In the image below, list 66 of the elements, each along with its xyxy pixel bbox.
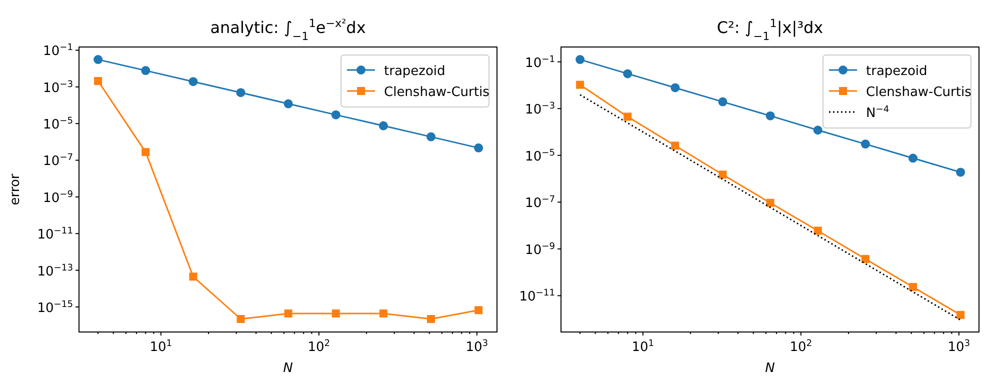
point bbox=[236, 315, 245, 323]
x-axis-title: N bbox=[765, 361, 776, 376]
point bbox=[766, 111, 775, 120]
legend-label: Clenshaw-Curtis bbox=[384, 85, 490, 100]
point bbox=[576, 55, 585, 64]
point bbox=[956, 168, 966, 177]
chart-title: analytic: ∫$_{−1}$$^{1}$e$^{−x²}$dx bbox=[210, 16, 366, 42]
y-tick-label: 10$^{−9}$ bbox=[525, 242, 556, 258]
point bbox=[670, 83, 680, 92]
point bbox=[474, 143, 484, 152]
y-tick-label: 10$^{−13}$ bbox=[37, 263, 74, 280]
point bbox=[331, 110, 340, 120]
point bbox=[332, 309, 340, 318]
point bbox=[860, 140, 870, 149]
point bbox=[908, 154, 918, 163]
point bbox=[141, 66, 150, 76]
point bbox=[766, 198, 774, 207]
y-tick-label: 10$^{−5}$ bbox=[43, 116, 73, 133]
y-tick-label: 10$^{−1}$ bbox=[525, 54, 555, 71]
point bbox=[956, 310, 965, 319]
x-tick-label: 10$^{1}$ bbox=[632, 339, 654, 355]
point bbox=[623, 69, 632, 78]
x-axis-title: N bbox=[283, 361, 294, 376]
y-tick-label: 10$^{−5}$ bbox=[525, 148, 555, 164]
point bbox=[142, 148, 150, 156]
y-tick-label: 10$^{−11}$ bbox=[37, 226, 73, 243]
y-tick-label: 10$^{−3}$ bbox=[43, 80, 74, 96]
point bbox=[426, 315, 435, 323]
x-tick-label: 10$^{3}$ bbox=[466, 339, 488, 355]
point bbox=[813, 126, 822, 135]
x-tick-label: 10$^{3}$ bbox=[948, 339, 970, 355]
point bbox=[908, 283, 917, 292]
point bbox=[624, 112, 632, 121]
point bbox=[236, 88, 246, 98]
y-axis-title: error bbox=[8, 173, 23, 206]
y-tick-label: 10$^{−7}$ bbox=[525, 195, 556, 212]
point bbox=[94, 76, 102, 85]
point bbox=[861, 255, 870, 264]
x-tick-label: 10$^{2}$ bbox=[790, 339, 812, 355]
point bbox=[379, 309, 388, 318]
legend-label: trapezoid bbox=[384, 64, 446, 79]
point bbox=[718, 170, 727, 179]
y-tick-label: 10$^{−15}$ bbox=[37, 300, 73, 316]
point bbox=[576, 80, 584, 89]
legend-label: trapezoid bbox=[866, 64, 928, 79]
point bbox=[284, 309, 292, 318]
point bbox=[94, 55, 103, 64]
x-tick-label: 10$^{2}$ bbox=[308, 339, 330, 355]
point bbox=[284, 99, 293, 108]
chart-title: C²: ∫$_{−1}$$^{1}$|x|³dx bbox=[716, 16, 824, 42]
point bbox=[188, 77, 198, 86]
point bbox=[474, 306, 483, 314]
y-tick-label: 10$^{−11}$ bbox=[519, 288, 555, 305]
y-tick-label: 10$^{−9}$ bbox=[43, 190, 74, 206]
y-tick-label: 10$^{−3}$ bbox=[525, 102, 556, 118]
point bbox=[378, 121, 388, 130]
point bbox=[189, 272, 198, 281]
point bbox=[671, 142, 680, 150]
x-tick-label: 10$^{1}$ bbox=[150, 339, 172, 355]
point bbox=[718, 97, 728, 106]
point bbox=[814, 226, 822, 235]
y-tick-label: 10$^{−7}$ bbox=[43, 153, 74, 170]
legend-label: N$^{−4}$ bbox=[866, 105, 890, 121]
legend-label: Clenshaw-Curtis bbox=[866, 85, 972, 100]
point bbox=[426, 132, 436, 142]
y-tick-label: 10$^{−1}$ bbox=[43, 43, 73, 60]
